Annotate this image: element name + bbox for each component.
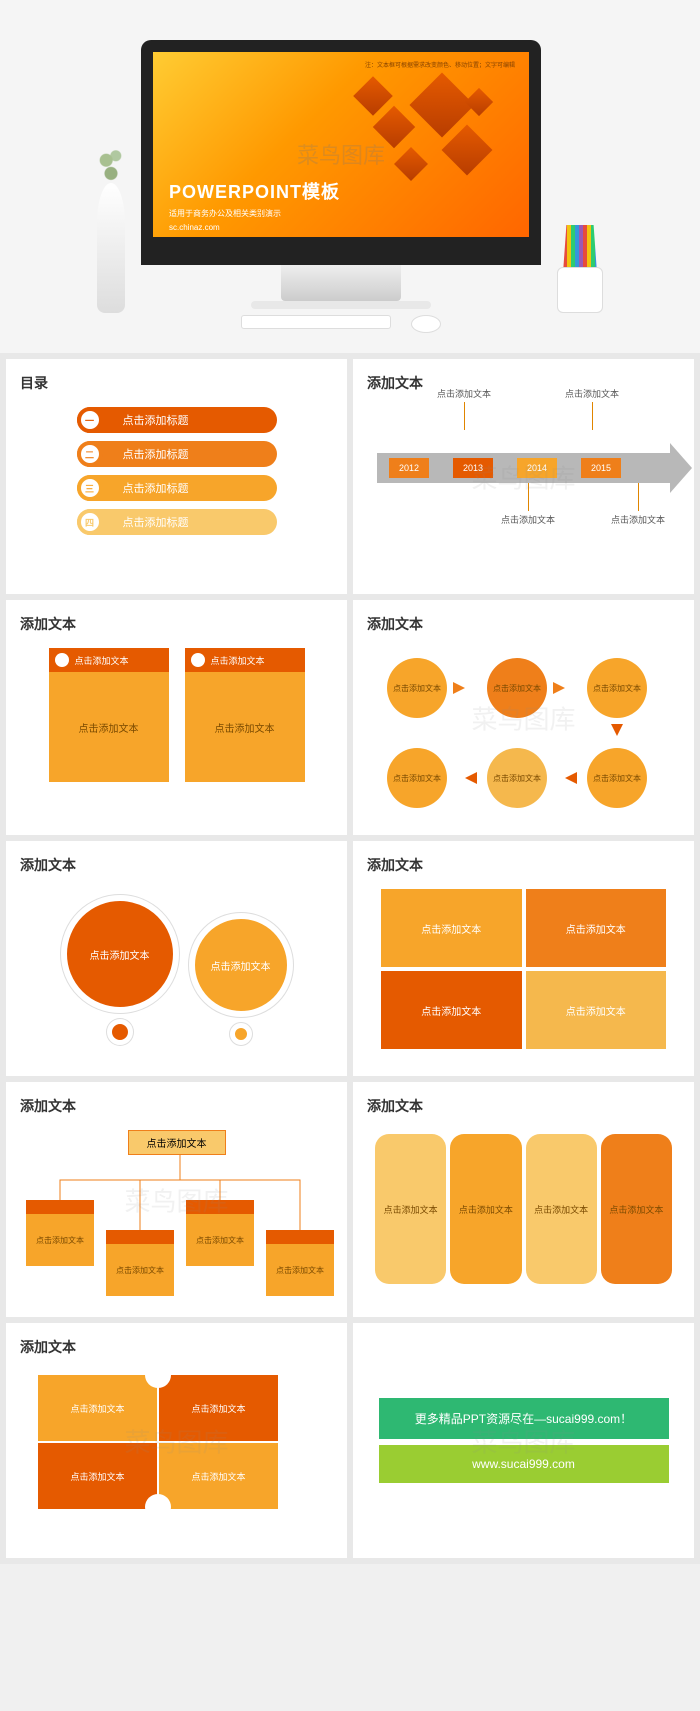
slide-two-circles: 添加文本 点击添加文本点击添加文本 (6, 841, 347, 1076)
hierarchy-node: 点击添加文本 (266, 1230, 334, 1296)
puzzle-cell: 点击添加文本 (38, 1443, 157, 1509)
slide-title: 添加文本 (367, 855, 680, 875)
vase-decoration (97, 183, 125, 313)
slide-title: 添加文本 (367, 614, 680, 634)
hero-sub2: sc.chinaz.com (169, 223, 513, 232)
callout: 点击添加文本 (611, 481, 665, 526)
year-chip: 2014 (517, 458, 557, 478)
column-card: 点击添加文本 (601, 1134, 672, 1284)
grid-cell: 点击添加文本 (526, 971, 667, 1049)
flow-node: 点击添加文本 (487, 658, 547, 718)
big-circle: 点击添加文本 (61, 895, 179, 1013)
hierarchy-node: 点击添加文本 (106, 1230, 174, 1296)
flow-node: 点击添加文本 (487, 748, 547, 808)
toc-item: 四点击添加标题 (77, 509, 277, 535)
slide-2x2-grid: 添加文本 点击添加文本点击添加文本点击添加文本点击添加文本 (353, 841, 694, 1076)
year-chip: 2012 (389, 458, 429, 478)
slide-title: 添加文本 (367, 1096, 680, 1116)
toc-num: 一 (77, 407, 103, 433)
small-circle (230, 1023, 252, 1045)
keyboard (241, 315, 391, 329)
puzzle-cell: 点击添加文本 (159, 1443, 278, 1509)
box-body: 点击添加文本 (185, 672, 305, 782)
grid-cell: 点击添加文本 (526, 889, 667, 967)
hero-sub1: 适用于商务办公及相关类别演示 (169, 208, 513, 219)
toc-item: 三点击添加标题 (77, 475, 277, 501)
pencil-cup (557, 223, 603, 313)
small-circle (107, 1019, 133, 1045)
flow-arrow-icon (453, 682, 465, 694)
promo-bar-1: 更多精品PPT资源尽在—sucai999.com！ (379, 1398, 669, 1439)
flow-arrow-icon (565, 772, 577, 784)
hierarchy-node: 点击添加文本 (26, 1200, 94, 1266)
flow-node: 点击添加文本 (587, 748, 647, 808)
toc-item: 一点击添加标题 (77, 407, 277, 433)
slide-hierarchy: 添加文本 点击添加文本点击添加文本点击添加文本点击添加文本点击添加文本 菜鸟图库 (6, 1082, 347, 1317)
puzzle-cell: 点击添加文本 (159, 1375, 278, 1441)
flow-arrow-icon (611, 724, 623, 736)
flow-arrow-icon (465, 772, 477, 784)
callout: 点击添加文本 (501, 481, 555, 526)
hierarchy-node: 点击添加文本 (186, 1200, 254, 1266)
slide-title: 添加文本 (20, 614, 333, 634)
flow-arrow-icon (553, 682, 565, 694)
year-chip: 2013 (453, 458, 493, 478)
flow-node: 点击添加文本 (387, 658, 447, 718)
monitor: 注：文本框可根据需求改变颜色、移动位置；文字可编辑 POWERPOINT模板 适… (141, 40, 541, 333)
column-card: 点击添加文本 (450, 1134, 521, 1284)
toc-label: 点击添加标题 (103, 480, 277, 496)
flow-node: 点击添加文本 (387, 748, 447, 808)
info-box: 点击添加文本点击添加文本 (185, 648, 305, 782)
hero-sub3: 站长素材 (169, 236, 513, 247)
toc-num: 三 (77, 475, 103, 501)
flow-node: 点击添加文本 (587, 658, 647, 718)
grid-cell: 点击添加文本 (381, 971, 522, 1049)
slide-puzzle: 添加文本 点击添加文本点击添加文本点击添加文本点击添加文本 菜鸟图库 (6, 1323, 347, 1558)
title-slide: 注：文本框可根据需求改变颜色、移动位置；文字可编辑 POWERPOINT模板 适… (141, 40, 541, 265)
mouse (411, 315, 441, 333)
toc-label: 点击添加标题 (103, 446, 277, 462)
hero-mockup: 注：文本框可根据需求改变颜色、移动位置；文字可编辑 POWERPOINT模板 适… (0, 0, 700, 353)
toc-num: 二 (77, 441, 103, 467)
big-circle: 点击添加文本 (189, 913, 293, 1017)
box-header: 点击添加文本 (49, 648, 169, 672)
toc-label: 点击添加标题 (103, 412, 277, 428)
column-card: 点击添加文本 (375, 1134, 446, 1284)
year-chip: 2015 (581, 458, 621, 478)
slide-timeline: 添加文本 点击添加文本点击添加文本 2012201320142015 点击添加文… (353, 359, 694, 594)
slide-title: 添加文本 (367, 373, 680, 393)
slide-cycle-flow: 添加文本 点击添加文本点击添加文本点击添加文本点击添加文本点击添加文本点击添加文… (353, 600, 694, 835)
toc-num: 四 (77, 509, 103, 535)
callout: 点击添加文本 (565, 387, 619, 432)
slide-title: 添加文本 (20, 1337, 333, 1357)
promo-bar-2: www.sucai999.com (379, 1445, 669, 1483)
slide-title: 目录 (20, 373, 333, 393)
slide-toc: 目录 一点击添加标题二点击添加标题三点击添加标题四点击添加标题 (6, 359, 347, 594)
column-card: 点击添加文本 (526, 1134, 597, 1284)
hierarchy-root: 点击添加文本 (128, 1130, 226, 1155)
cube-graphic (339, 62, 519, 202)
timeline-arrow: 2012 2013 2014 2015 (377, 453, 670, 483)
callout: 点击添加文本 (437, 387, 491, 432)
slide-two-boxes: 添加文本 点击添加文本点击添加文本点击添加文本点击添加文本 (6, 600, 347, 835)
slide-4-columns: 添加文本 点击添加文本点击添加文本点击添加文本点击添加文本 (353, 1082, 694, 1317)
grid-cell: 点击添加文本 (381, 889, 522, 967)
slide-grid: 目录 一点击添加标题二点击添加标题三点击添加标题四点击添加标题 添加文本 点击添… (0, 353, 700, 1564)
box-body: 点击添加文本 (49, 672, 169, 782)
slide-title: 添加文本 (20, 1096, 333, 1116)
slide-title: 添加文本 (20, 855, 333, 875)
puzzle-cell: 点击添加文本 (38, 1375, 157, 1441)
toc-label: 点击添加标题 (103, 514, 277, 530)
toc-item: 二点击添加标题 (77, 441, 277, 467)
slide-promo: 更多精品PPT资源尽在—sucai999.com！ www.sucai999.c… (353, 1323, 694, 1558)
watermark: 菜鸟图库 (297, 138, 385, 170)
info-box: 点击添加文本点击添加文本 (49, 648, 169, 782)
box-header: 点击添加文本 (185, 648, 305, 672)
